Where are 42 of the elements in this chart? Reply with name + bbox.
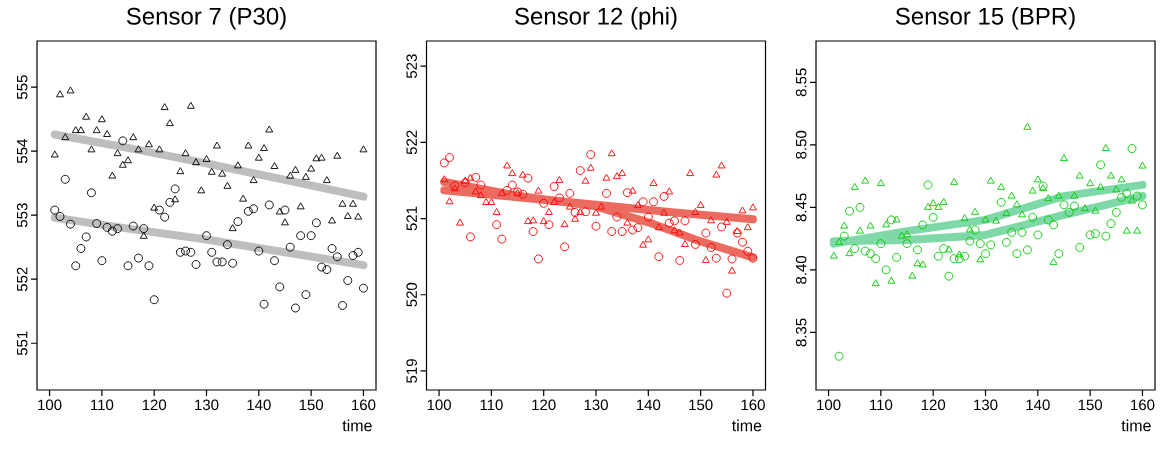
y-tick-label: 521 — [406, 206, 417, 231]
x-tick-label: 160 — [1131, 399, 1155, 411]
y-tick-label: 8.40 — [795, 255, 807, 284]
x-tick-label: 110 — [870, 399, 893, 411]
x-axis-title: time — [731, 419, 762, 432]
y-tick-label: 8.55 — [795, 68, 807, 97]
x-tick-label: 140 — [1026, 399, 1050, 411]
y-tick-label: 523 — [406, 54, 417, 79]
y-tick-label: 555 — [17, 75, 28, 100]
x-tick-label: 120 — [532, 399, 556, 411]
y-tick-label: 519 — [406, 359, 417, 383]
y-tick-label: 553 — [16, 203, 28, 228]
x-tick-label: 130 — [195, 399, 219, 411]
x-tick-label: 160 — [741, 399, 765, 411]
x-tick-label: 140 — [247, 399, 271, 411]
chart-title: Sensor 12 (phi) — [515, 7, 677, 30]
x-axis-title: time — [342, 419, 372, 432]
x-tick-label: 100 — [817, 399, 841, 411]
x-tick-label: 110 — [480, 399, 503, 411]
x-tick-label: 160 — [352, 399, 376, 411]
x-tick-label: 100 — [427, 399, 451, 411]
x-tick-label: 120 — [142, 399, 167, 411]
y-tick-label: 8.45 — [795, 193, 807, 222]
x-tick-label: 100 — [38, 399, 62, 411]
y-tick-label: 551 — [17, 331, 28, 356]
y-tick-label: 522 — [406, 130, 417, 155]
x-tick-label: 140 — [636, 399, 661, 411]
x-tick-label: 130 — [584, 399, 608, 411]
x-tick-label: 110 — [91, 399, 114, 411]
x-tick-label: 120 — [921, 399, 946, 411]
x-tick-label: 150 — [689, 399, 713, 411]
x-tick-label: 130 — [974, 399, 998, 411]
x-tick-label: 150 — [299, 399, 324, 411]
y-tick-label: 520 — [406, 282, 417, 307]
x-axis-title: time — [1121, 419, 1151, 432]
y-tick-label: 8.50 — [795, 130, 807, 159]
chart-title: Sensor 15 (BPR) — [895, 7, 1075, 30]
x-tick-label: 150 — [1078, 399, 1103, 411]
chart-title: Sensor 7 (P30) — [126, 7, 286, 30]
y-tick-label: 554 — [17, 139, 28, 164]
y-tick-label: 8.35 — [795, 318, 807, 347]
y-tick-label: 552 — [16, 267, 28, 292]
